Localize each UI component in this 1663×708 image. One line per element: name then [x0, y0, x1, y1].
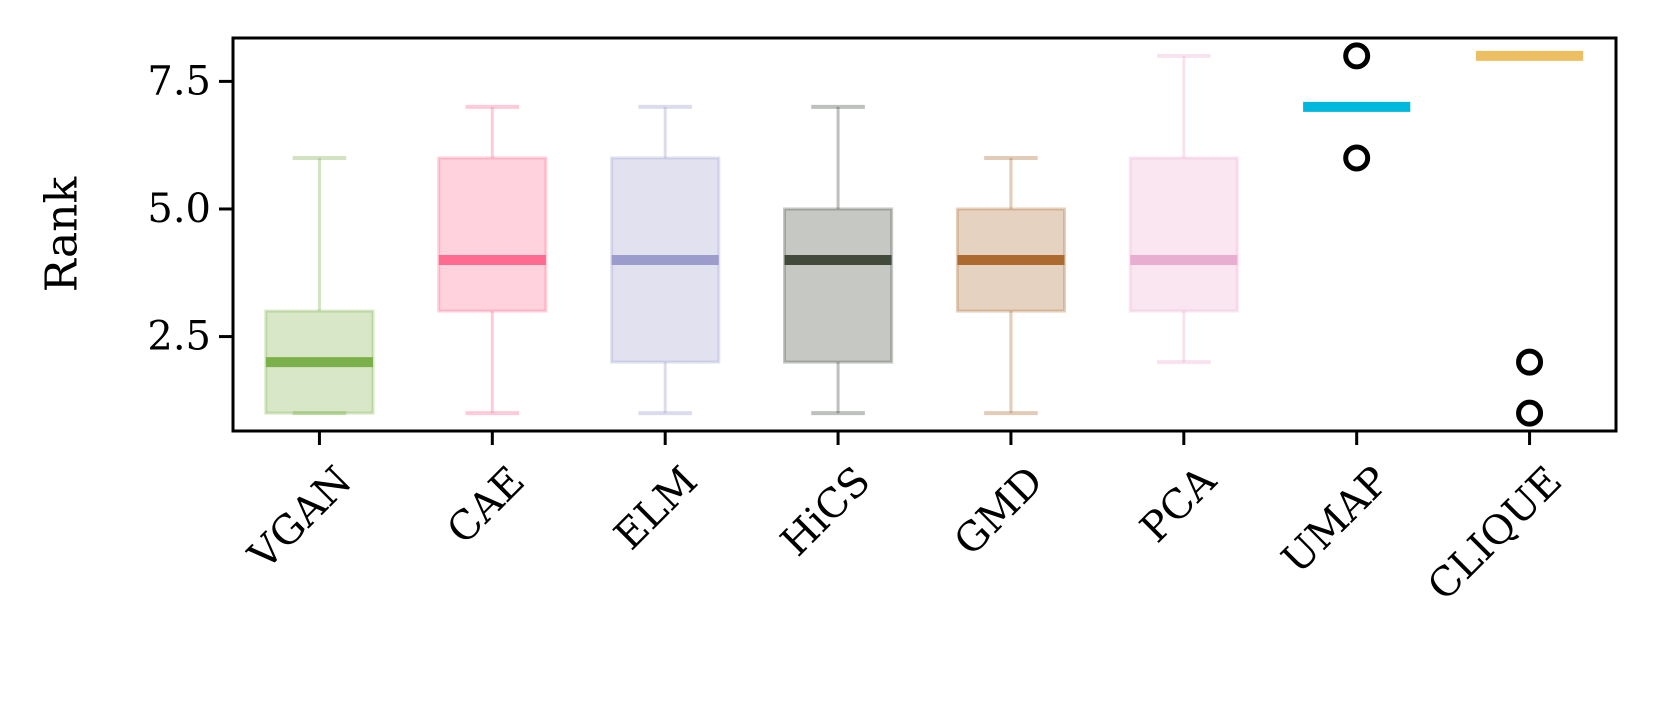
box-elm	[610, 104, 721, 416]
x-tick-label-hics: HiCS	[772, 458, 879, 565]
box-clique	[1475, 50, 1584, 427]
x-tick-label-gmd: GMD	[946, 458, 1053, 565]
box-marks	[264, 42, 1584, 427]
box-hics	[782, 104, 894, 416]
y-axis: 2.5 5.0 7.5	[147, 58, 233, 360]
box-umap	[1303, 42, 1411, 172]
plot-frame	[231, 36, 1618, 433]
x-tick-label-umap: UMAP	[1273, 458, 1398, 583]
box-body-pca	[1128, 156, 1239, 313]
y-tick-label-1: 5.0	[147, 186, 211, 232]
x-axis: VGAN CAE ELM HiCS GMD PCA UMAP CLIQUE	[239, 431, 1571, 610]
outlier-umap-0	[1343, 144, 1371, 172]
box-body-cae	[437, 156, 548, 313]
box-body-hics	[782, 207, 894, 364]
box-vgan	[264, 155, 375, 416]
y-tick-label-2: 7.5	[147, 58, 211, 104]
box-cae	[437, 104, 548, 416]
box-gmd	[955, 155, 1067, 416]
outlier-clique-1	[1516, 348, 1544, 376]
box-pca	[1128, 53, 1239, 365]
x-tick-label-pca: PCA	[1132, 457, 1226, 551]
y-tick-label-0: 2.5	[147, 314, 211, 360]
x-tick-label-elm: ELM	[606, 458, 707, 559]
y-axis-title: Rank	[37, 176, 88, 292]
x-tick-label-clique: CLIQUE	[1419, 458, 1571, 610]
x-tick-label-vgan: VGAN	[239, 458, 360, 579]
outlier-clique-0	[1516, 399, 1544, 427]
outlier-umap-1	[1343, 42, 1371, 70]
x-tick-label-cae: CAE	[438, 458, 533, 553]
